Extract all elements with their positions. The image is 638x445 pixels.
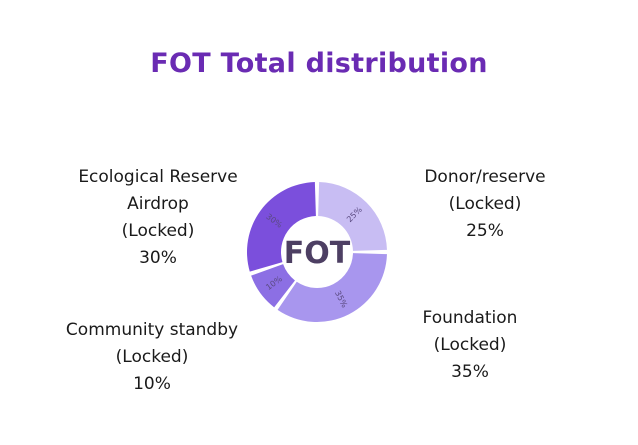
- community-standby-label: Community standby (Locked) 10%: [52, 317, 252, 398]
- donut-slice: [251, 264, 295, 308]
- label-line: Community standby: [65, 320, 239, 340]
- label-line: 25%: [466, 221, 504, 241]
- donut-slice: [247, 182, 316, 272]
- donut-slice: [318, 182, 387, 251]
- chart-title: FOT Total distribution: [150, 48, 488, 79]
- label-line: Ecological Reserve: [78, 167, 238, 187]
- label-line: 10%: [133, 374, 171, 394]
- foundation-label: Foundation (Locked) 35%: [395, 305, 545, 386]
- label-line: (Locked): [433, 335, 507, 355]
- donut-slices: [247, 182, 387, 322]
- donut-center-label: FOT: [284, 236, 351, 271]
- label-line: (Locked): [115, 347, 189, 367]
- label-line: (Locked): [121, 221, 195, 241]
- donut-chart: 25%35%10%30% FOT: [247, 182, 387, 322]
- label-line: (Locked): [448, 194, 522, 214]
- donut-slice: [277, 253, 387, 322]
- label-line: Airdrop: [127, 194, 189, 214]
- label-line: Donor/reserve: [424, 167, 546, 187]
- donor-reserve-label: Donor/reserve (Locked) 25%: [395, 164, 575, 245]
- label-line: 35%: [451, 362, 489, 382]
- label-line: 30%: [139, 248, 177, 268]
- ecological-reserve-label: Ecological Reserve Airdrop (Locked) 30%: [60, 164, 256, 272]
- label-line: Foundation: [422, 308, 518, 328]
